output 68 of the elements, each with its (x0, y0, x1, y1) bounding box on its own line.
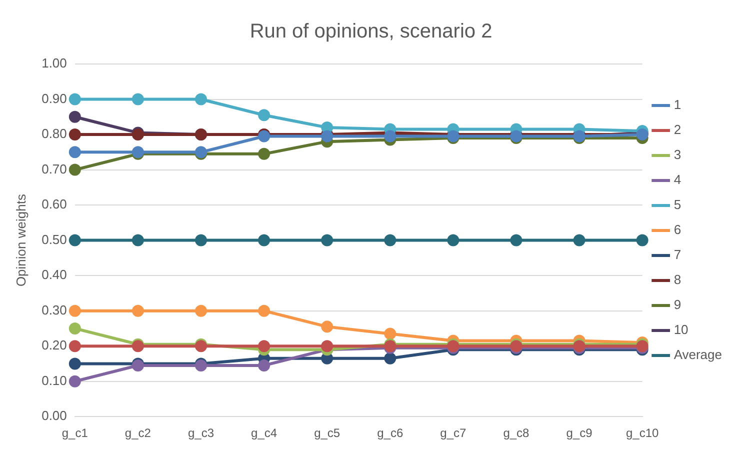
point (636, 234, 648, 246)
point (68, 234, 81, 246)
legend-label: Average (674, 347, 722, 362)
y-tick-label: 0.20 (42, 338, 67, 353)
x-tick-label: g_c5 (314, 426, 340, 440)
point (68, 128, 81, 141)
point (258, 234, 270, 246)
point (573, 234, 586, 246)
point (258, 109, 270, 122)
legend-label: 9 (674, 297, 682, 312)
x-tick-label: g_c8 (503, 426, 530, 440)
point (194, 234, 207, 246)
y-axis-title: Opinion weights (13, 194, 28, 287)
x-tick-label: g_c9 (566, 426, 593, 440)
legend-label: 2 (674, 122, 682, 138)
point (194, 304, 207, 317)
y-tick-label: 0.70 (42, 161, 67, 176)
point (132, 304, 144, 317)
point (384, 234, 396, 246)
point (321, 340, 334, 352)
legend-label: 7 (674, 247, 682, 262)
point (447, 234, 460, 246)
point (68, 304, 81, 317)
point (68, 358, 81, 370)
y-tick-label: 1.00 (42, 56, 67, 71)
point (321, 121, 334, 134)
point (258, 359, 270, 372)
x-tick-label: g_c4 (251, 426, 278, 440)
y-tick-label: 0.10 (42, 372, 67, 388)
x-tick-label: g_c1 (62, 426, 88, 440)
point (321, 320, 334, 333)
point (68, 164, 81, 176)
point (68, 322, 81, 334)
point (321, 234, 334, 246)
point (68, 93, 81, 106)
point (510, 234, 522, 246)
y-tick-label: 0.30 (42, 302, 67, 318)
y-tick-label: 0.90 (42, 90, 67, 106)
legend-label: 5 (674, 197, 682, 212)
y-tick-label: 0.50 (42, 232, 67, 247)
point (68, 110, 81, 123)
chart-title: Run of opinions, scenario 2 (250, 20, 492, 43)
y-tick-label: 0.00 (42, 408, 67, 424)
x-tick-label: g_c10 (626, 426, 659, 440)
point (384, 328, 396, 340)
point (258, 304, 270, 317)
y-tick-label: 0.60 (42, 196, 67, 212)
legend-label: 1 (674, 97, 682, 112)
legend-label: 6 (674, 222, 682, 238)
point (68, 375, 81, 388)
x-tick-label: g_c3 (188, 426, 214, 440)
point (384, 352, 396, 364)
point (258, 148, 270, 160)
point (194, 93, 207, 106)
x-tick-label: g_c7 (440, 426, 467, 440)
point (68, 146, 81, 158)
legend-label: 3 (674, 147, 682, 162)
x-tick-label: g_c6 (377, 426, 404, 440)
point (132, 93, 144, 106)
y-tick-label: 0.40 (42, 267, 67, 282)
point (132, 234, 144, 246)
legend-label: 4 (674, 172, 682, 188)
legend-label: 8 (674, 272, 682, 288)
legend-label: 10 (674, 322, 688, 338)
point (68, 340, 81, 352)
point (258, 340, 270, 352)
x-tick-label: g_c2 (124, 426, 152, 440)
y-tick-label: 0.80 (42, 126, 67, 142)
